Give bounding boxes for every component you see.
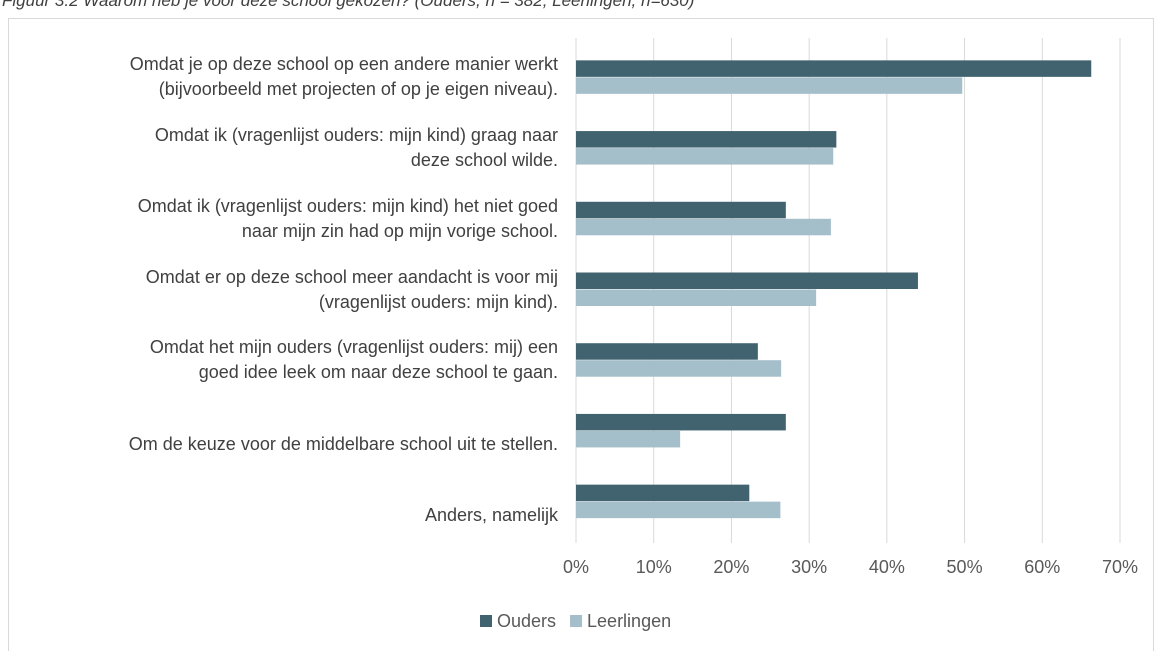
category-label: Omdat je op deze school op een andere ma…	[129, 54, 558, 100]
category-label: Omdat ik (vragenlijst ouders: mijn kind)…	[154, 125, 558, 171]
legend-swatch	[480, 615, 492, 627]
bar	[576, 343, 758, 360]
bar	[576, 77, 963, 94]
bar	[576, 430, 681, 448]
bar	[576, 60, 1092, 77]
category-label: Omdat ik (vragenlijst ouders: mijn kind)…	[137, 195, 558, 241]
bar	[576, 289, 817, 306]
bar	[576, 360, 782, 377]
category-label: Om de keuze voor de middelbare school ui…	[128, 434, 558, 455]
x-tick-label: 40%	[869, 557, 905, 577]
x-tick-label: 30%	[791, 557, 827, 577]
x-tick-label: 50%	[947, 557, 983, 577]
legend-label: Ouders	[497, 611, 556, 631]
bar	[576, 272, 918, 289]
legend-label: Leerlingen	[587, 611, 671, 631]
x-tick-label: 70%	[1102, 557, 1138, 577]
chart-title: Figuur 3.2 Waarom heb je voor deze schoo…	[2, 0, 695, 10]
bar	[576, 201, 786, 219]
chart-frame	[8, 18, 1154, 651]
bar	[576, 148, 834, 165]
x-tick-label: 10%	[636, 557, 672, 577]
legend-swatch	[570, 615, 583, 627]
category-label: Omdat er op deze school meer aandacht is…	[145, 266, 558, 312]
x-tick-label: 20%	[713, 557, 749, 577]
bar	[576, 218, 831, 236]
bar	[576, 484, 750, 502]
x-tick-label: 0%	[563, 557, 589, 577]
category-label: Anders, namelijk	[424, 505, 558, 526]
x-tick-label: 60%	[1024, 557, 1060, 577]
category-label: Omdat het mijn ouders (vragenlijst ouder…	[149, 337, 558, 383]
bar	[576, 413, 786, 431]
bar	[576, 501, 781, 519]
bar	[576, 131, 837, 148]
